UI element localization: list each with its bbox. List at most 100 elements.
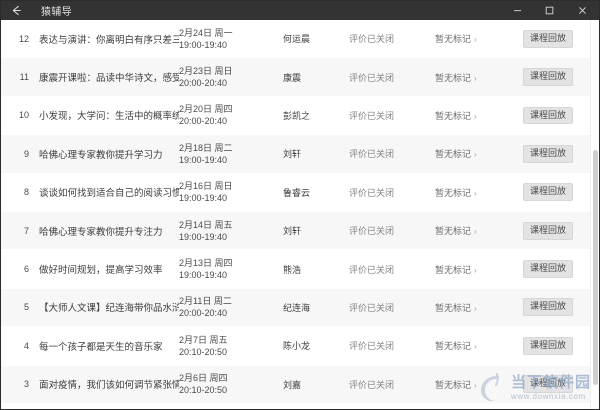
row-action-cell: 课程回放 [523,106,585,125]
table-row[interactable]: 6 做好时间规划，提高学习效率 2月13日 周四 19:00-19:40 熊浩 评价已关闭… [1,250,599,289]
course-replay-button[interactable]: 课程回放 [523,336,574,355]
row-index: 7 [23,225,29,236]
evaluation-status: 评价已关闭 [349,34,395,45]
course-title[interactable]: 哈佛心理专家教你提升学习力 [39,149,163,161]
course-time: 20:00-20:40 [179,78,228,89]
course-list-area: 12 表达与演讲：你离明白有序只差三步 2月24日 周一 19:00-19:40 何运晨… [1,20,599,409]
table-row[interactable]: 5 【大师人文课】纪连海带你品水浒 2月11日 周二 20:00-20:40 纪连海 评价… [1,288,599,328]
mark-label: 暂无标记 [435,149,472,160]
teacher-name: 纪连海 [283,302,311,313]
course-schedule: 2月14日 周五 19:00-19:40 [179,219,283,243]
course-schedule: 2月18日 周二 19:00-19:40 [179,142,283,166]
course-time: 19:00-19:40 [179,154,228,165]
chevron-right-icon: › [474,111,477,121]
course-replay-button[interactable]: 课程回放 [523,298,574,317]
teacher-name: 康震 [283,72,302,83]
table-row[interactable]: 9 哈佛心理专家教你提升学习力 2月18日 周二 19:00-19:40 刘轩 评价已关闭… [1,135,599,174]
course-time: 19:00-19:40 [179,193,228,204]
table-row[interactable]: 7 哈佛心理专家教你提升专注力 2月14日 周五 19:00-19:40 刘轩 评价已关闭… [1,211,599,251]
mark-label: 暂无标记 [435,72,472,83]
row-index: 10 [18,110,29,121]
window-title: 猿辅导 [41,7,72,18]
mark-label: 暂无标记 [435,187,472,198]
table-row[interactable]: 11 康震开课啦：品读中华诗文，感受英雄力量2月23日 周日 20:00-20:40… [1,58,599,97]
row-index: 5 [23,302,29,313]
mark-link[interactable]: 暂无标记 › [435,186,523,199]
evaluation-status: 评价已关闭 [349,341,395,352]
teacher-name: 刘轩 [283,149,302,160]
mark-link[interactable]: 暂无标记 › [435,224,523,237]
table-row[interactable]: 4 每一个孩子都是天生的音乐家 2月7日 周五 20:10-20:50 陈小龙 评价已关闭… [1,327,599,366]
table-row[interactable]: 12 表达与演讲：你离明白有序只差三步 2月24日 周一 19:00-19:40 何运晨… [1,20,599,59]
course-date: 2月7日 周五 [179,334,228,345]
row-action-cell: 课程回放 [523,29,585,48]
window-controls [501,1,599,20]
course-title[interactable]: 做好时间规划，提高学习效率 [39,265,163,277]
row-action-cell: 课程回放 [523,336,585,355]
table-row[interactable]: 3 面对疫情，我们该如何调节紧张情绪 2月6日 周四 20:10-20:50 刘嘉 评价已… [1,365,599,404]
teacher-name: 刘嘉 [283,379,302,390]
mark-link[interactable]: 暂无标记 › [435,147,523,160]
evaluation-status: 评价已关闭 [349,187,395,198]
course-table: 12 表达与演讲：你离明白有序只差三步 2月24日 周一 19:00-19:40 何运晨… [1,20,599,409]
mark-link[interactable]: 暂无标记 › [435,378,523,391]
course-time: 19:00-19:40 [179,39,228,50]
course-date: 2月11日 周二 [179,296,232,307]
course-replay-button[interactable]: 课程回放 [523,144,574,163]
course-title[interactable]: 表达与演讲：你离明白有序只差三步 [39,34,179,46]
minimize-button[interactable] [501,1,533,20]
mark-label: 暂无标记 [435,264,472,275]
teacher-name: 鲁睿云 [283,187,311,198]
title-bar: 猿辅导 [1,1,599,20]
course-title[interactable]: 面对疫情，我们该如何调节紧张情绪 [39,380,179,392]
course-title[interactable]: 康震开课啦：品读中华诗文，感受英雄力量 [39,73,179,85]
mark-label: 暂无标记 [435,302,472,313]
course-title[interactable]: 每一个孩子都是天生的音乐家 [39,341,163,353]
course-title[interactable]: 【大师人文课】纪连海带你品水浒 [39,303,179,315]
course-time: 19:00-19:40 [179,231,228,242]
course-replay-button[interactable]: 课程回放 [523,260,574,278]
mark-label: 暂无标记 [435,341,472,352]
mark-link[interactable]: 暂无标记 › [435,32,523,45]
course-replay-button[interactable]: 课程回放 [523,29,574,48]
course-time: 19:00-19:40 [179,270,228,281]
chevron-right-icon: › [474,35,477,45]
mark-link[interactable]: 暂无标记 › [435,71,523,84]
evaluation-status: 评价已关闭 [349,264,395,275]
chevron-right-icon: › [474,265,477,275]
teacher-name: 熊浩 [283,264,302,275]
row-action-cell: 课程回放 [523,221,585,240]
mark-link[interactable]: 暂无标记 › [435,301,523,314]
course-replay-button[interactable]: 课程回放 [523,68,574,87]
course-title[interactable]: 小发现，大学问：生活中的概率统计思维 [39,111,179,123]
table-row[interactable]: 8 谈谈如何找到适合自己的阅读习惯 2月16日 周日 19:00-19:40 鲁睿云 评价… [1,173,599,212]
course-replay-button[interactable]: 课程回放 [523,375,574,394]
row-action-cell: 课程回放 [523,375,585,394]
mark-link[interactable]: 暂无标记 › [435,339,523,352]
teacher-name: 陈小龙 [283,341,311,352]
table-row[interactable]: 2余秋雨开课啦：学习中国文化，提升文学素养2019年11月24日 周日20:00… [1,403,599,409]
vertical-scrollbar[interactable] [590,20,599,409]
course-title[interactable]: 哈佛心理专家教你提升专注力 [39,226,163,238]
chevron-right-icon: › [474,342,477,352]
course-schedule: 2月11日 周二 20:00-20:40 [179,295,283,319]
evaluation-status: 评价已关闭 [349,110,395,121]
mark-label: 暂无标记 [435,34,472,45]
scrollbar-thumb[interactable] [593,150,598,385]
course-replay-button[interactable]: 课程回放 [523,221,574,240]
maximize-button[interactable] [533,1,565,20]
course-schedule: 2月16日 周日 19:00-19:40 [179,180,283,204]
row-index: 4 [23,340,29,351]
course-replay-button[interactable]: 课程回放 [523,183,574,202]
course-title[interactable]: 谈谈如何找到适合自己的阅读习惯 [39,188,179,200]
mark-link[interactable]: 暂无标记 › [435,109,523,122]
course-date: 2月6日 周四 [179,373,228,384]
mark-link[interactable]: 暂无标记 › [435,263,523,276]
back-button[interactable] [1,1,31,20]
teacher-name: 何运晨 [283,34,311,45]
teacher-name: 彭凯之 [283,110,311,121]
course-replay-button[interactable]: 课程回放 [523,106,574,125]
close-button[interactable] [565,1,599,20]
